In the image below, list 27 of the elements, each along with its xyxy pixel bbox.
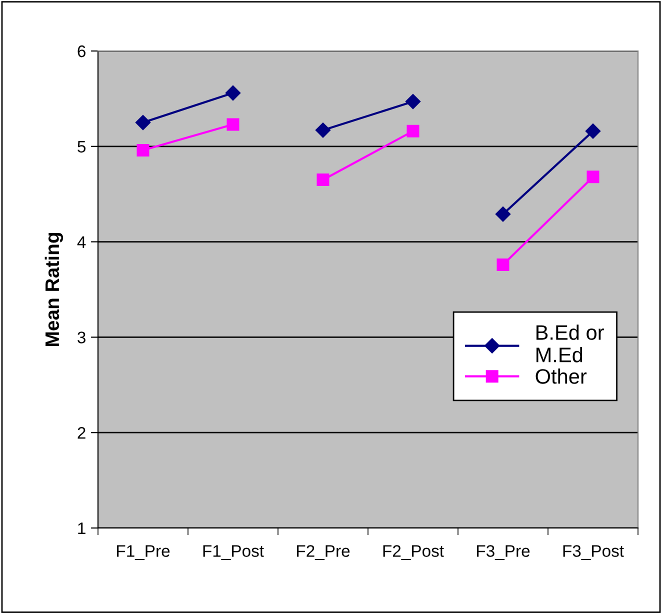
y-tick-label: 3 (78, 332, 86, 344)
y-tick-label: 1 (78, 522, 86, 534)
y-tick-label: 6 (78, 45, 86, 58)
point (495, 206, 511, 222)
point (315, 122, 331, 138)
y-axis-title: Mean Rating (44, 233, 64, 346)
legend-label: B.Ed or M.Ed (536, 324, 604, 362)
y-tick-label: 2 (78, 427, 86, 439)
point (406, 124, 420, 138)
point (226, 118, 240, 131)
y-tick-label: 5 (78, 140, 86, 153)
point (316, 174, 330, 186)
point (496, 258, 510, 271)
x-tick-label: F1_Pre (117, 545, 170, 560)
point (136, 144, 150, 156)
x-tick-label: F2_Post (383, 545, 444, 560)
point (585, 124, 601, 139)
y-tick-label: 4 (77, 236, 86, 248)
x-tick-label: F2_Pre (297, 545, 350, 560)
x-tick-label: F1_Post (203, 545, 264, 560)
point (405, 94, 421, 110)
legend-label: Other (536, 368, 587, 384)
point (225, 85, 241, 101)
x-tick-label: F3_Pre (477, 545, 530, 560)
point (586, 170, 600, 184)
x-tick-label: F3_Post (563, 545, 624, 560)
point (135, 114, 151, 130)
